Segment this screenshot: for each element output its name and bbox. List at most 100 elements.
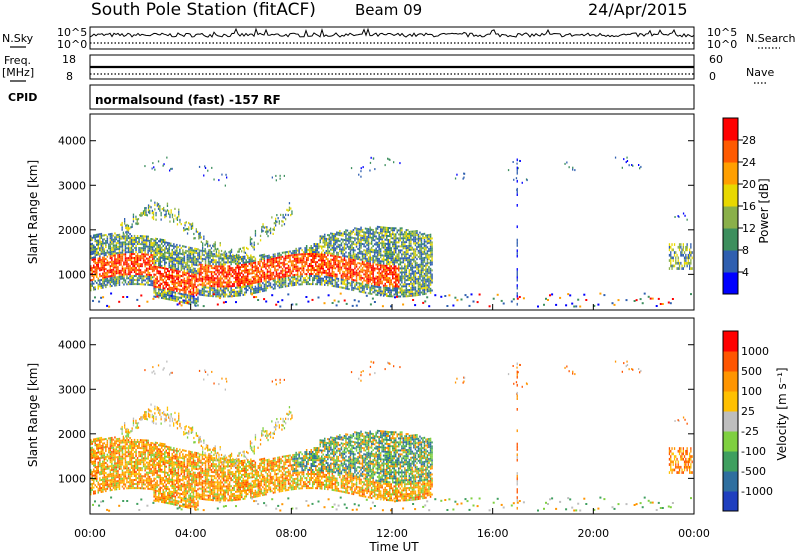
station-title: South Pole Station (fitACF) bbox=[91, 0, 316, 20]
power-cell bbox=[263, 298, 266, 301]
power-cell bbox=[253, 246, 255, 249]
power-cell bbox=[401, 277, 403, 280]
power-cell bbox=[90, 285, 92, 288]
power-cell bbox=[230, 293, 232, 296]
power-cell bbox=[198, 263, 201, 266]
power-cell bbox=[384, 288, 386, 291]
power-cell bbox=[305, 279, 308, 282]
power-cell bbox=[188, 272, 190, 275]
power-cell bbox=[355, 263, 358, 266]
power-cell bbox=[156, 252, 158, 254]
power-cell bbox=[94, 272, 96, 275]
power-cell bbox=[423, 252, 426, 255]
power-cell bbox=[284, 269, 287, 272]
power-cell bbox=[408, 261, 411, 263]
power-cell bbox=[261, 230, 263, 233]
power-cell bbox=[200, 291, 202, 294]
power-cell bbox=[189, 297, 192, 299]
power-cell bbox=[357, 248, 359, 250]
power-cell bbox=[222, 287, 225, 290]
power-cell bbox=[345, 255, 347, 258]
power-cell bbox=[382, 266, 385, 269]
power-cell bbox=[212, 279, 214, 282]
power-cell bbox=[198, 273, 201, 276]
power-cell bbox=[200, 289, 202, 292]
power-cell bbox=[398, 233, 400, 236]
power-cell bbox=[295, 251, 297, 254]
power-cell bbox=[395, 287, 397, 290]
power-cell bbox=[97, 257, 99, 260]
power-cell bbox=[393, 293, 395, 296]
power-cell bbox=[331, 232, 334, 235]
power-cell bbox=[121, 243, 124, 246]
power-cell bbox=[102, 262, 104, 265]
power-cell bbox=[399, 249, 402, 252]
power-cell bbox=[253, 276, 255, 278]
power-cell bbox=[343, 233, 346, 235]
power-cell bbox=[369, 278, 371, 281]
power-cell bbox=[206, 256, 208, 259]
power-cell bbox=[126, 251, 128, 254]
power-cell bbox=[369, 236, 371, 239]
power-cell bbox=[376, 251, 379, 254]
power-cell bbox=[277, 278, 279, 281]
power-cell bbox=[249, 243, 252, 246]
power-cell bbox=[126, 283, 128, 286]
power-cell bbox=[327, 246, 329, 249]
power-cell bbox=[99, 235, 101, 238]
power-cell bbox=[369, 258, 371, 261]
power-cell bbox=[322, 267, 324, 270]
power-cell bbox=[179, 292, 181, 295]
power-cell bbox=[132, 257, 134, 259]
power-cell bbox=[145, 269, 148, 272]
power-cell bbox=[358, 258, 361, 261]
power-cell bbox=[275, 271, 278, 274]
power-cell bbox=[379, 292, 382, 295]
power-cell bbox=[109, 257, 112, 260]
power-cell bbox=[123, 269, 125, 272]
power-cell bbox=[392, 231, 394, 234]
power-cell bbox=[334, 259, 337, 262]
power-cell bbox=[244, 279, 246, 282]
power-cell bbox=[360, 167, 362, 170]
power-cell bbox=[420, 243, 423, 246]
power-cell bbox=[112, 234, 115, 237]
power-cell bbox=[378, 238, 380, 240]
power-cell bbox=[328, 262, 331, 265]
power-cell bbox=[191, 279, 193, 282]
power-cell bbox=[100, 252, 103, 255]
power-cell bbox=[360, 246, 362, 249]
power-cell bbox=[253, 261, 255, 264]
power-cell bbox=[298, 253, 300, 256]
power-cell bbox=[197, 264, 199, 267]
power-cell bbox=[261, 228, 263, 231]
power-cell bbox=[183, 253, 186, 256]
power-cell bbox=[351, 256, 353, 259]
power-cell bbox=[386, 260, 388, 263]
power-cell bbox=[118, 255, 121, 258]
power-cell bbox=[281, 224, 283, 227]
power-cell bbox=[250, 286, 252, 289]
power-cell bbox=[382, 244, 385, 247]
power-cell bbox=[372, 277, 374, 280]
power-cell bbox=[150, 240, 152, 242]
power-cell bbox=[236, 280, 238, 283]
power-cell bbox=[336, 281, 338, 284]
power-cell bbox=[93, 270, 95, 273]
power-cell bbox=[404, 277, 406, 280]
power-cell bbox=[219, 242, 221, 245]
power-cell bbox=[156, 280, 158, 283]
power-cell bbox=[399, 251, 402, 254]
power-cell bbox=[221, 259, 223, 262]
power-cell bbox=[106, 281, 109, 284]
power-cell bbox=[328, 236, 331, 239]
power-cell bbox=[141, 247, 143, 250]
power-cell bbox=[358, 284, 361, 287]
power-cell bbox=[148, 247, 151, 250]
power-cell bbox=[426, 246, 429, 249]
power-cell bbox=[420, 239, 423, 242]
power-cell bbox=[183, 267, 186, 270]
power-cell bbox=[132, 269, 134, 271]
power-cell bbox=[315, 245, 317, 248]
power-cell bbox=[210, 253, 213, 256]
